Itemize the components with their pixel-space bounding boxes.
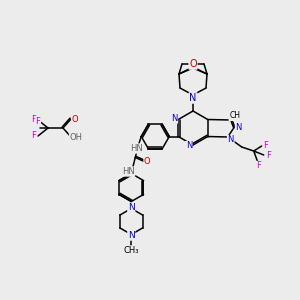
Text: CH₃: CH₃ xyxy=(124,246,139,255)
Text: N: N xyxy=(128,231,135,240)
Text: O: O xyxy=(72,115,78,124)
Text: F: F xyxy=(263,140,268,149)
Text: N: N xyxy=(236,124,242,133)
Text: N: N xyxy=(186,142,192,151)
Text: CH: CH xyxy=(229,112,240,121)
Text: N: N xyxy=(227,136,234,145)
Text: N: N xyxy=(189,93,197,103)
Text: OH: OH xyxy=(70,133,83,142)
Text: N: N xyxy=(128,203,135,212)
Text: F: F xyxy=(256,161,261,170)
Text: O: O xyxy=(144,157,151,166)
Text: F: F xyxy=(32,131,36,140)
Text: F: F xyxy=(36,116,40,125)
Text: F: F xyxy=(266,151,271,160)
Text: N: N xyxy=(171,114,178,123)
Text: O: O xyxy=(189,59,197,69)
Text: F: F xyxy=(32,116,36,124)
Text: HN: HN xyxy=(130,144,143,153)
Text: HN: HN xyxy=(122,167,135,176)
